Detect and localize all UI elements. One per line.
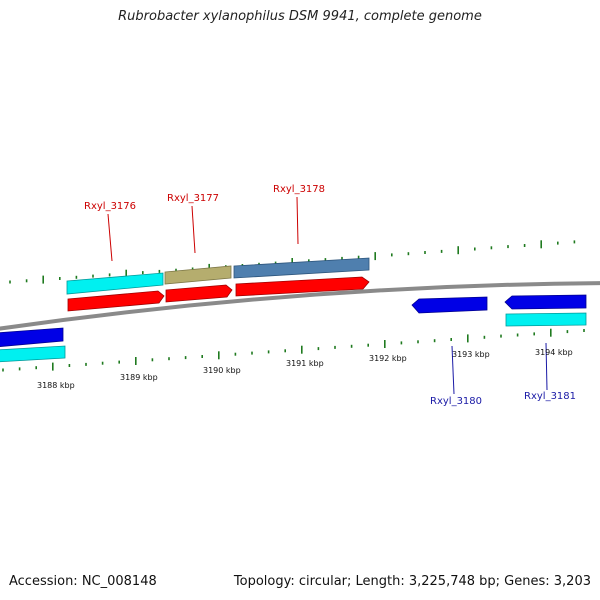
gene-label-rxyl-3178[interactable]: Rxyl_3178 [273,184,325,195]
feature-rxyl-3177-top[interactable] [164,265,232,285]
cds-rxyl-3181-arrow[interactable] [504,294,587,310]
genome-summary-text: Topology: circular; Length: 3,225,748 bp… [233,574,591,589]
kbp-label-3188: 3188 kbp [37,381,75,390]
leader-line-rxyl-3181 [545,342,548,391]
gene-label-rxyl-3180[interactable]: Rxyl_3180 [430,396,482,407]
kbp-label-3194: 3194 kbp [535,348,573,357]
gene-label-rxyl-3176[interactable]: Rxyl_3176 [84,201,136,212]
leader-line-rxyl-3180 [451,345,455,395]
map-title: Rubrobacter xylanophilus DSM 9941, compl… [118,9,482,24]
kbp-label-3190: 3190 kbp [203,366,241,375]
cds-rxyl-3176-arrow[interactable] [67,290,165,312]
cds-left-edge-arrow[interactable] [0,327,64,347]
leader-line-rxyl-3176 [107,213,113,262]
leader-line-rxyl-3178 [296,196,299,245]
feature-rxyl-3176-top[interactable] [66,272,164,295]
upper-tick-row [9,240,576,284]
kbp-label-3193: 3193 kbp [452,350,490,359]
accession-text: Accession: NC_008148 [9,574,157,589]
kbp-label-3189: 3189 kbp [120,373,158,382]
feature-rxyl-3181-cyan[interactable] [505,312,587,327]
lower-tick-row [2,328,585,372]
feature-rxyl-3178-top[interactable] [233,257,370,279]
kbp-label-3191: 3191 kbp [286,359,324,368]
kbp-label-3192: 3192 kbp [369,354,407,363]
cds-rxyl-3177-arrow[interactable] [165,284,233,303]
leader-line-rxyl-3177 [191,205,196,254]
feature-left-edge-cyan[interactable] [0,345,66,363]
cds-rxyl-3178-arrow[interactable] [235,276,370,297]
cds-rxyl-3180-arrow[interactable] [411,296,488,314]
genome-backbone [0,281,600,331]
gene-label-rxyl-3181[interactable]: Rxyl_3181 [524,391,576,402]
gene-label-rxyl-3177[interactable]: Rxyl_3177 [167,193,219,204]
